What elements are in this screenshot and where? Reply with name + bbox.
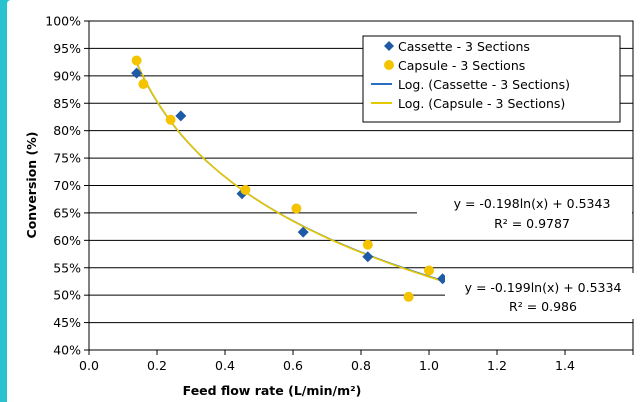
x-tick-label-6: 1.2 — [487, 358, 507, 373]
y-tick-label-12: 100% — [45, 14, 81, 29]
y-tick-label-3: 55% — [53, 260, 81, 275]
y-axis-title: Conversion (%) — [24, 132, 39, 239]
x-tick-label-7: 1.4 — [555, 358, 575, 373]
capsule-point-0 — [131, 55, 142, 66]
cassette-point-0 — [131, 67, 143, 79]
cassette-equation: y = -0.198ln(x) + 0.5343 — [454, 196, 611, 211]
chart-card: 40% 45% 50% 55% 60% 65% 70% 75% 80% 85% 90% 95% 100%… — [7, 0, 644, 402]
y-tick-label-2: 50% — [53, 288, 81, 303]
y-axis-ticks: 40% 45% 50% 55% 60% 65% 70% 75% 80% 85% 90% 95% 100% — [45, 14, 89, 358]
equation-label-capsule: y = -0.199ln(x) + 0.5334 R² = 0.986 — [445, 273, 635, 319]
capsule-point-2 — [165, 114, 176, 125]
capsule-point-1 — [138, 79, 149, 90]
cassette-point-4 — [362, 251, 374, 263]
trendline-1 — [135, 61, 443, 282]
legend-capsule-label: Capsule - 3 Sections — [398, 58, 525, 73]
y-tick-label-7: 75% — [53, 151, 81, 166]
cassette-r2: R² = 0.9787 — [494, 216, 570, 231]
y-tick-label-4: 60% — [53, 233, 81, 248]
y-tick-label-6: 70% — [53, 178, 81, 193]
capsule-point-3 — [240, 184, 251, 195]
y-tick-label-5: 65% — [53, 205, 81, 220]
y-tick-label-9: 85% — [53, 96, 81, 111]
x-tick-label-5: 1.0 — [419, 358, 439, 373]
plot-area-border — [88, 20, 634, 351]
x-axis-title: Feed flow rate (L/min/m²) — [183, 383, 362, 398]
legend-capsule-fit-label: Log. (Capsule - 3 Sections) — [398, 96, 565, 111]
cassette-point-1 — [175, 110, 187, 122]
conversion-chart: 40% 45% 50% 55% 60% 65% 70% 75% 80% 85% 90% 95% 100%… — [24, 14, 635, 398]
legend-box — [362, 35, 621, 123]
x-tick-label-3: 0.6 — [283, 358, 303, 373]
capsule-equation: y = -0.199ln(x) + 0.5334 — [465, 280, 622, 295]
x-axis-ticks: 0.0 0.2 0.4 0.6 0.8 1.0 1.2 1.4 — [79, 350, 634, 373]
capsule-point-5 — [362, 239, 373, 250]
x-tick-label-1: 0.2 — [147, 358, 167, 373]
capsule-point-6 — [403, 291, 414, 302]
y-tick-label-8: 80% — [53, 123, 81, 138]
legend: Cassette - 3 Sections Capsule - 3 Sectio… — [362, 35, 621, 123]
legend-cassette-marker — [384, 41, 394, 51]
capsule-point-4 — [291, 203, 302, 214]
x-tick-label-0: 0.0 — [79, 358, 99, 373]
y-tick-label-10: 90% — [53, 68, 81, 83]
equation-label-cassette: y = -0.198ln(x) + 0.5343 R² = 0.9787 — [417, 186, 632, 232]
trendlines — [135, 61, 443, 282]
legend-cassette-label: Cassette - 3 Sections — [398, 39, 530, 54]
y-tick-label-1: 45% — [53, 315, 81, 330]
y-tick-label-0: 40% — [53, 343, 81, 358]
capsule-point-7 — [424, 265, 434, 276]
cassette-point-3 — [297, 226, 309, 238]
legend-cassette-fit-label: Log. (Cassette - 3 Sections) — [398, 77, 570, 92]
capsule-r2: R² = 0.986 — [509, 299, 577, 314]
x-tick-label-2: 0.4 — [215, 358, 235, 373]
y-tick-label-11: 95% — [53, 41, 81, 56]
legend-capsule-marker — [384, 60, 394, 70]
x-tick-label-4: 0.8 — [351, 358, 371, 373]
